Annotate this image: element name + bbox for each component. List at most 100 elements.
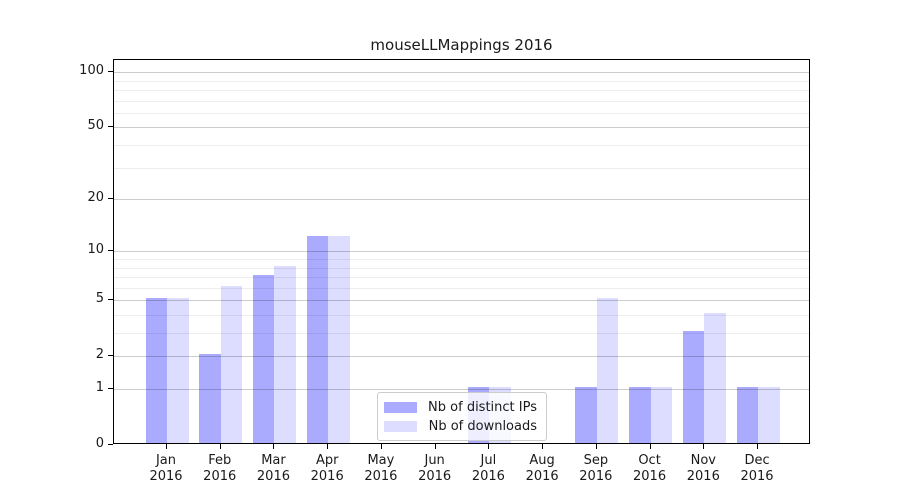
x-label-month: Sep	[583, 453, 609, 468]
y-tick-label-50: 50	[87, 118, 104, 134]
x-tick-label-jun: Jun 2016	[399, 453, 471, 485]
y-tick-label-0: 0	[95, 436, 104, 451]
legend-swatch-distinct-ips-icon	[384, 401, 417, 413]
y-tick-label-10: 10	[87, 242, 104, 258]
x-label-month: Nov	[690, 453, 716, 468]
x-label-month: Oct	[638, 453, 661, 468]
x-label-year: 2016	[364, 469, 398, 484]
bar-downloads-oct	[650, 387, 673, 443]
bar-downloads-dec	[758, 387, 780, 443]
y-tick-50	[108, 126, 113, 128]
x-tick-label-mar: Mar 2016	[237, 453, 309, 485]
x-label-month: Apr	[315, 453, 339, 468]
x-tick-label-feb: Feb 2016	[184, 453, 256, 485]
x-tick-dec	[757, 444, 759, 449]
gridline-minor-3	[114, 333, 809, 335]
bar-downloads-sep	[596, 298, 619, 443]
x-label-year: 2016	[740, 469, 774, 484]
x-tick-may	[380, 444, 382, 449]
y-tick-label-2: 2	[95, 347, 104, 363]
x-label-year: 2016	[149, 469, 183, 484]
legend-row-downloads: Nb of downloads	[384, 418, 537, 434]
x-tick-oct	[649, 444, 651, 449]
gridline-minor-80	[114, 90, 809, 92]
legend-label-distinct-ips: Nb of distinct IPs	[428, 399, 537, 415]
chart-title: mouseLLMappings 2016	[370, 36, 553, 54]
bar-downloads-nov	[704, 313, 726, 443]
x-label-year: 2016	[310, 469, 344, 484]
y-tick-label-5: 5	[95, 291, 104, 307]
legend-swatch-downloads-icon	[384, 420, 417, 432]
x-tick-jul	[488, 444, 490, 449]
gridline-minor-8	[114, 267, 809, 269]
gridline-minor-90	[114, 80, 809, 82]
gridline-minor-9	[114, 259, 809, 260]
bar-ips-dec	[736, 387, 759, 443]
bar-downloads-apr	[328, 235, 350, 443]
gridline-major-5	[114, 300, 809, 302]
gridline-major-100	[114, 72, 809, 74]
bar-ips-mar	[252, 275, 275, 443]
x-tick-label-dec: Dec 2016	[721, 453, 793, 485]
x-label-month: Aug	[529, 453, 555, 468]
y-tick-10	[108, 250, 113, 252]
y-tick-1	[108, 388, 113, 389]
bar-ips-sep	[575, 387, 597, 443]
y-tick-label-1: 1	[95, 380, 104, 395]
bar-ips-nov	[682, 331, 705, 443]
gridline-minor-7	[114, 277, 809, 279]
y-tick-2	[108, 355, 113, 357]
x-label-year: 2016	[686, 469, 720, 484]
x-label-month: May	[367, 453, 395, 468]
y-tick-label-20: 20	[87, 190, 104, 206]
x-tick-feb	[219, 444, 221, 449]
bar-ips-oct	[629, 387, 651, 443]
x-tick-jun	[434, 444, 436, 449]
gridline-minor-40	[114, 145, 809, 147]
y-tick-5	[108, 299, 113, 301]
x-label-month: Jul	[480, 453, 497, 468]
gridline-major-1	[114, 389, 809, 390]
x-label-year: 2016	[256, 469, 290, 484]
y-tick-label-100: 100	[79, 63, 104, 79]
legend-label-downloads: Nb of downloads	[428, 418, 537, 434]
x-label-year: 2016	[203, 469, 237, 484]
x-tick-label-aug: Aug 2016	[506, 453, 578, 485]
x-label-year: 2016	[633, 469, 667, 484]
x-tick-apr	[327, 444, 329, 449]
plot-area	[113, 59, 810, 444]
x-label-month: Mar	[261, 453, 286, 468]
legend: Nb of distinct IPs Nb of downloads	[377, 392, 547, 441]
gridline-minor-70	[114, 100, 809, 102]
y-tick-100	[108, 71, 113, 73]
y-tick-20	[108, 198, 113, 200]
x-tick-label-may: May 2016	[345, 453, 417, 485]
x-tick-sep	[595, 444, 597, 449]
x-tick-label-nov: Nov 2016	[667, 453, 739, 485]
gridline-major-10	[114, 251, 809, 253]
bar-downloads-mar	[274, 265, 296, 443]
x-tick-label-apr: Apr 2016	[291, 453, 363, 485]
bar-ips-jan	[145, 298, 167, 443]
legend-row-distinct-ips: Nb of distinct IPs	[384, 399, 537, 415]
x-tick-label-oct: Oct 2016	[614, 453, 686, 485]
x-label-month: Dec	[744, 453, 770, 468]
x-label-year: 2016	[525, 469, 559, 484]
x-label-month: Jan	[155, 453, 177, 468]
x-tick-nov	[703, 444, 705, 449]
x-label-year: 2016	[579, 469, 613, 484]
gridline-major-2	[114, 356, 809, 358]
y-tick-0	[108, 444, 113, 445]
x-label-year: 2016	[471, 469, 505, 484]
gridline-minor-30	[114, 167, 809, 169]
gridline-minor-6	[114, 287, 809, 289]
gridline-minor-60	[114, 112, 809, 114]
x-label-month: Feb	[208, 453, 232, 468]
x-tick-aug	[542, 444, 544, 449]
bar-ips-apr	[306, 235, 329, 443]
x-label-year: 2016	[418, 469, 452, 484]
x-tick-label-jul: Jul 2016	[452, 453, 524, 485]
x-label-month: Jun	[424, 453, 445, 468]
x-tick-label-sep: Sep 2016	[560, 453, 632, 485]
